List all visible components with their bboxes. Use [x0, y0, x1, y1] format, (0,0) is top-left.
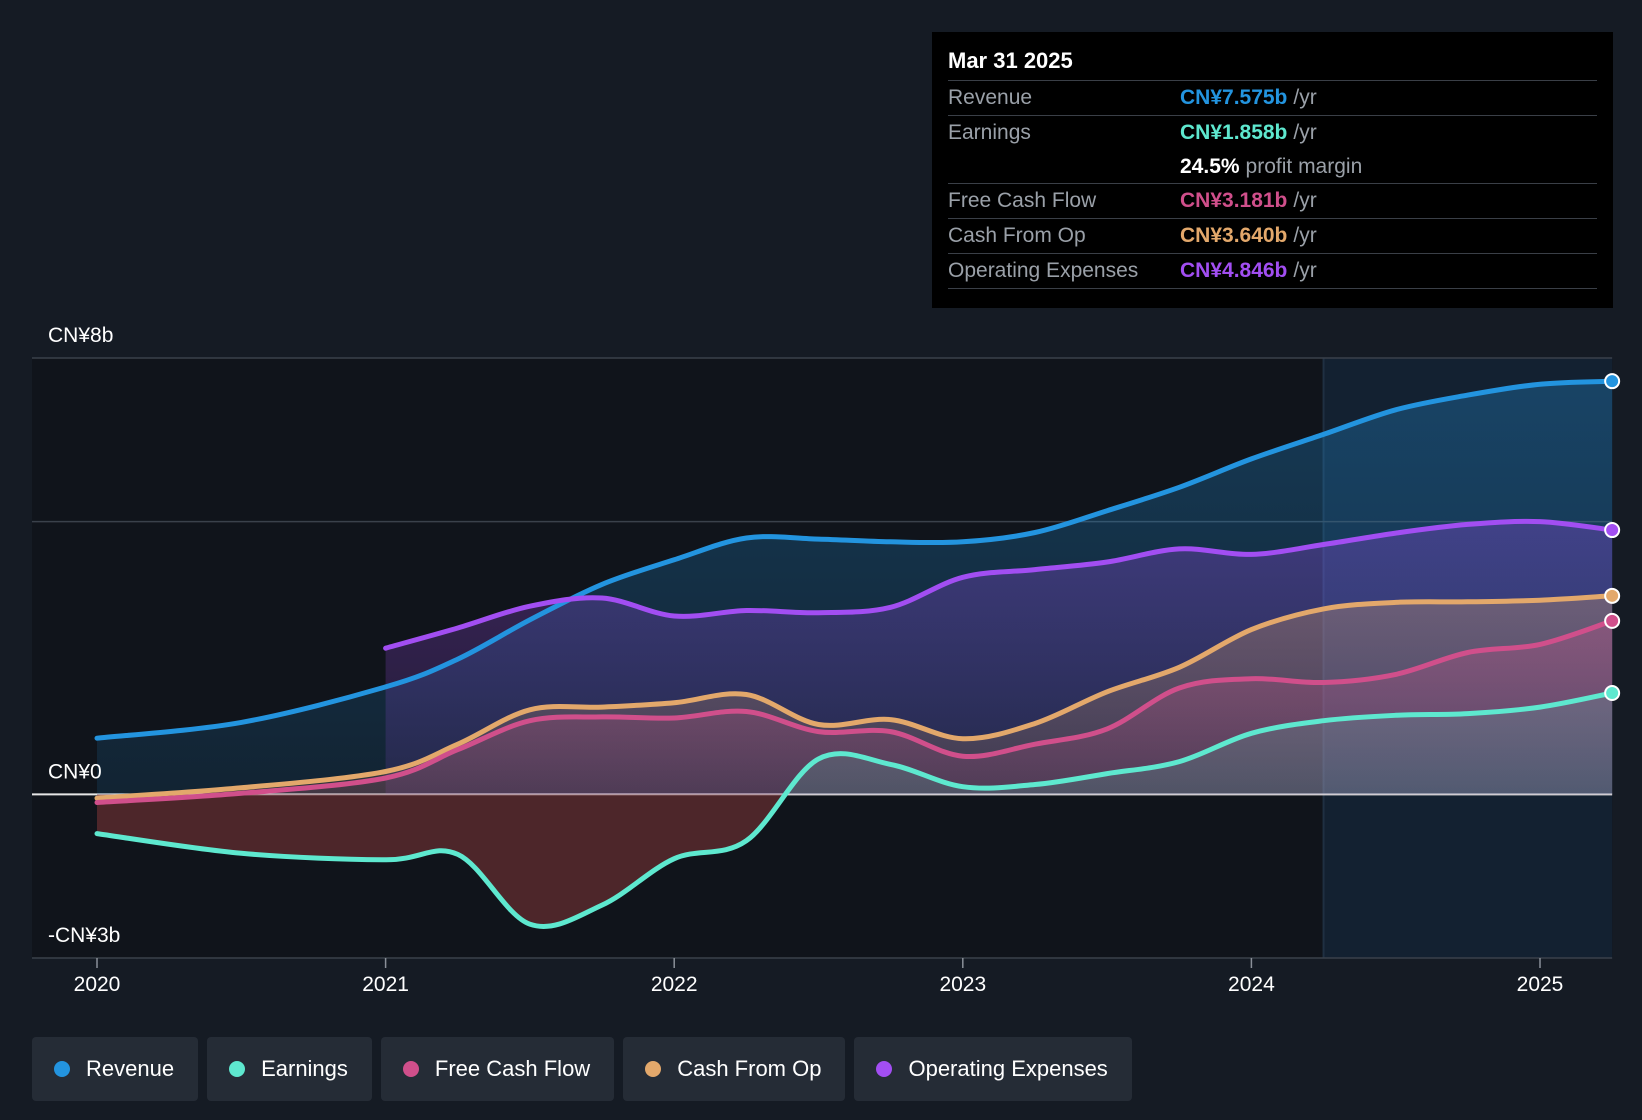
tooltip-panel: Mar 31 2025 Revenue CN¥7.575b /yr Earnin… — [932, 32, 1613, 308]
area-earnings-negative — [97, 794, 1613, 927]
legend-dot-icon — [229, 1061, 246, 1077]
legend-item-revenue[interactable]: Revenue — [32, 1037, 199, 1101]
tooltip-date: Mar 31 2025 — [948, 46, 1597, 81]
legend-dot-icon — [402, 1061, 419, 1077]
x-tick-label: 2025 — [1517, 973, 1564, 996]
x-tick-label: 2021 — [362, 973, 409, 996]
legend-dot-icon — [876, 1061, 893, 1077]
profit-margin-label: profit margin — [1245, 154, 1363, 178]
line-revenue — [94, 378, 1615, 741]
tooltip-row-profit-margin: 24.5% profit margin — [948, 150, 1597, 184]
tooltip-row-operating-expenses: Operating Expenses CN¥4.846b /yr — [948, 254, 1597, 289]
legend-label: Cash From Op — [677, 1056, 822, 1081]
legend-label: Earnings — [261, 1056, 348, 1081]
endpoint-cash_from_op — [1604, 587, 1621, 604]
series-areas — [97, 381, 1613, 927]
series-end-points — [1604, 373, 1621, 702]
legend-label: Operating Expenses — [908, 1056, 1108, 1081]
tooltip-unit: /yr — [1293, 86, 1317, 109]
legend-label: Free Cash Flow — [434, 1056, 591, 1081]
x-tick-label: 2022 — [651, 973, 698, 996]
tooltip-unit: /yr — [1293, 121, 1317, 144]
legend-item-cash-from-op[interactable]: Cash From Op — [623, 1037, 846, 1101]
endpoint-free_cash_flow — [1604, 612, 1621, 629]
line-cash_from_op — [94, 593, 1615, 801]
legend: Revenue Earnings Free Cash Flow Cash Fro… — [32, 1037, 1132, 1101]
tooltip-label: Operating Expenses — [948, 259, 1139, 282]
x-tick-label: 2023 — [939, 973, 986, 996]
axis-labels: CN¥8b CN¥0 -CN¥3b 2020 2021 2022 2023 2024 2025 — [48, 324, 1563, 996]
legend-dot-icon — [645, 1061, 662, 1077]
y-tick-label: -CN¥3b — [48, 924, 120, 947]
tooltip-value: CN¥3.640b — [1180, 224, 1288, 247]
tooltip-unit: /yr — [1293, 259, 1317, 282]
tooltip-label: Cash From Op — [948, 224, 1086, 247]
series-lines — [94, 378, 1615, 929]
tooltip-value: CN¥3.181b — [1180, 189, 1288, 212]
tooltip-label: Free Cash Flow — [948, 189, 1097, 212]
tooltip-row-cash-from-op: Cash From Op CN¥3.640b /yr — [948, 219, 1597, 254]
tooltip-value: CN¥7.575b — [1180, 86, 1288, 109]
legend-item-earnings[interactable]: Earnings — [207, 1037, 372, 1101]
tooltip-value: CN¥1.858b — [1180, 121, 1288, 144]
x-tick-label: 2020 — [74, 973, 121, 996]
legend-label: Revenue — [86, 1056, 175, 1081]
area-free_cash_flow — [97, 620, 1613, 803]
tooltip-row-free-cash-flow: Free Cash Flow CN¥3.181b /yr — [948, 184, 1597, 219]
tooltip-unit: /yr — [1293, 224, 1317, 247]
legend-item-operating-expenses[interactable]: Operating Expenses — [854, 1037, 1132, 1101]
y-tick-label: CN¥8b — [48, 324, 113, 347]
tooltip-label: Revenue — [948, 86, 1033, 109]
tooltip-label: Earnings — [948, 121, 1031, 144]
tooltip-unit: /yr — [1293, 189, 1317, 212]
endpoint-operating_expenses — [1604, 522, 1621, 539]
profit-margin-value: 24.5% — [1180, 154, 1240, 178]
line-free_cash_flow — [94, 618, 1615, 805]
line-earnings — [94, 690, 1615, 929]
legend-dot-icon — [54, 1061, 70, 1077]
endpoint-revenue — [1604, 373, 1621, 390]
y-tick-label: CN¥0 — [48, 760, 102, 783]
line-operating_expenses — [383, 518, 1615, 651]
legend-item-free-cash-flow[interactable]: Free Cash Flow — [380, 1037, 615, 1101]
endpoint-earnings — [1604, 685, 1621, 702]
tooltip-row-revenue: Revenue CN¥7.575b /yr — [948, 81, 1597, 116]
tooltip-row-earnings: Earnings CN¥1.858b /yr — [948, 116, 1597, 150]
x-tick-label: 2024 — [1228, 973, 1275, 996]
tooltip-value: CN¥4.846b — [1180, 259, 1288, 282]
